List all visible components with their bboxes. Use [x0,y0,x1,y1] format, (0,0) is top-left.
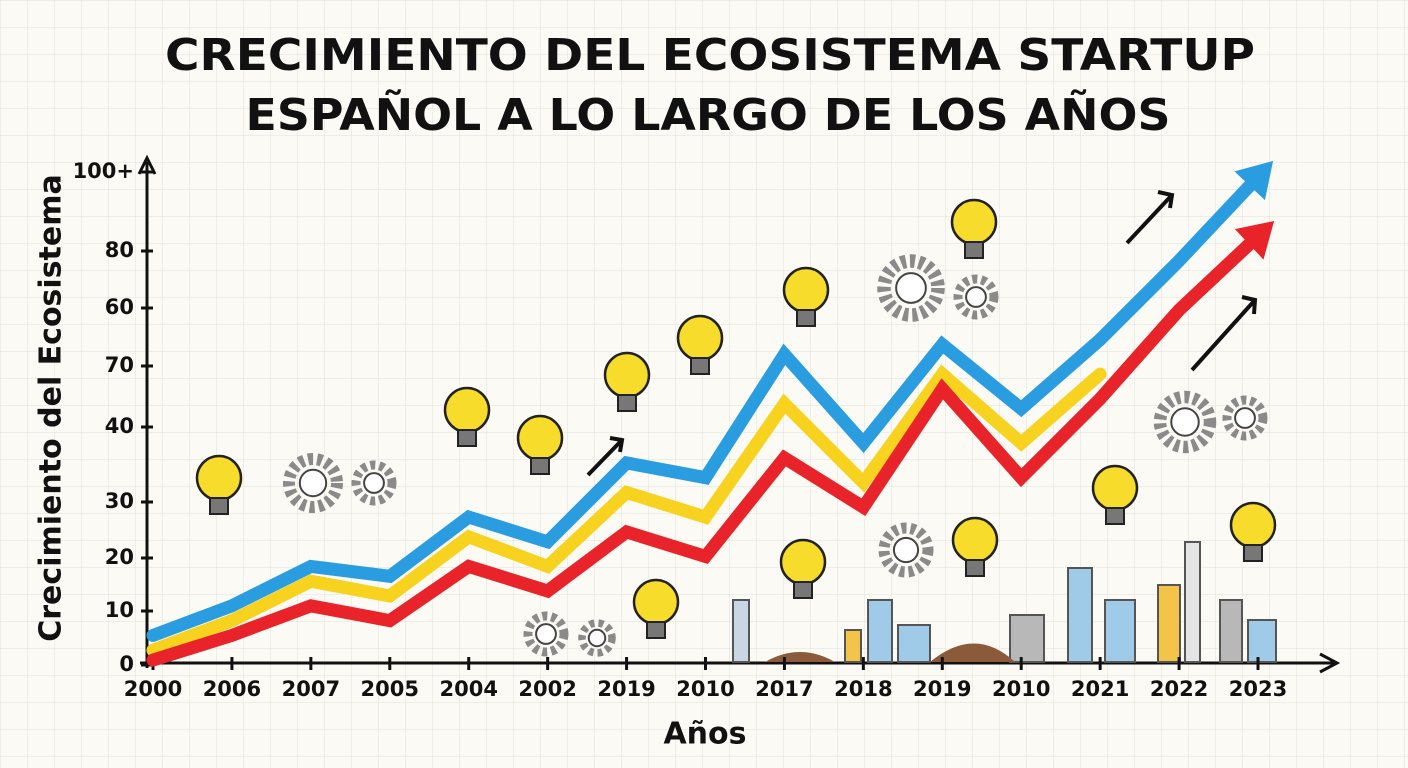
gear-hole [298,468,328,498]
x-tick-label: 2018 [834,677,892,701]
x-tick-label: 2021 [1071,677,1129,701]
bulb-base [646,621,666,639]
gear [1222,395,1268,441]
building [897,624,931,663]
x-tick-label: 2004 [439,677,497,701]
y-tick-label: 40 [105,414,134,438]
x-tick-label: 2002 [518,677,576,701]
x-axis-title: Años [663,717,746,752]
gear-hole [1170,407,1200,437]
building [1067,567,1093,663]
gear [878,522,934,578]
bulb-base [690,357,710,375]
bulb-base [964,241,984,259]
building [1009,614,1045,663]
gear [578,619,616,657]
bulb [950,198,998,246]
gear-hole [892,536,920,564]
bulb [676,314,724,362]
y-tick-label: 20 [105,545,134,569]
bulb [1091,464,1139,512]
building [732,599,750,663]
bulb [782,266,830,314]
arrow-head [1234,221,1275,260]
y-tick-label: 10 [105,598,134,622]
y-tick-label: 70 [105,353,134,377]
series-line [146,170,1265,642]
building [844,629,862,663]
x-axis-arrow [1319,652,1341,674]
gear-hole [363,472,385,494]
building [1104,599,1136,663]
building [1247,619,1277,663]
arrow-icon [586,436,625,477]
gear-hole [535,623,557,645]
gear [351,460,397,506]
bulb-base [457,429,477,447]
bulb-base [209,497,229,515]
bulb-base [617,394,637,412]
x-tick-label: 2019 [597,677,655,701]
x-tick-label: 2006 [203,677,261,701]
y-axis-arrow [137,154,157,175]
gear-hole [587,628,607,648]
bulb-base [530,457,550,475]
series-line [146,364,1107,657]
y-tick-label: 80 [105,238,134,262]
bulb [779,538,827,586]
bulb-base [1105,507,1125,525]
y-tick-label: 100+ [73,159,134,183]
x-tick-label: 2005 [361,677,419,701]
building [867,599,893,663]
x-tick-label: 2010 [676,677,734,701]
x-tick-label: 2017 [755,677,813,701]
bulb [516,414,564,462]
gear-hole [1234,407,1256,429]
y-tick-label: 60 [105,295,134,319]
x-tick-label: 2023 [1229,677,1287,701]
bulb [951,516,999,564]
bulb-base [965,559,985,577]
arrow-head [1234,160,1274,201]
bulb [632,578,680,626]
building [1184,541,1201,663]
decorations [137,154,1341,674]
gear [953,274,999,320]
arrow-icon [1190,295,1258,372]
series-line [146,229,1265,667]
gear [283,453,343,513]
bulb [195,454,243,502]
gear-hole [965,286,987,308]
arrow-icon [1125,190,1175,245]
x-tick-label: 2010 [992,677,1050,701]
y-axis-title: Crecimiento del Ecosistema [34,174,69,642]
gear [877,254,945,322]
soil [765,643,1015,662]
y-tick-label: 0 [119,652,134,676]
x-tick-label: 2000 [124,677,182,701]
x-tick-label: 2022 [1150,677,1208,701]
chart-title: ESPAÑOL A LO LARGO DE LOS AÑOS [246,88,1171,141]
bulb-base [1243,544,1263,562]
building [1157,584,1181,663]
bulb-base [796,309,816,327]
gear [1153,390,1217,454]
chart-title: CRECIMIENTO DEL ECOSISTEMA STARTUP [165,30,1255,81]
gear [523,611,569,657]
building [1219,599,1243,663]
bulb [1229,501,1277,549]
y-tick-label: 30 [105,489,134,513]
gear-hole [895,272,927,304]
x-tick-label: 2007 [282,677,340,701]
bulb [443,386,491,434]
x-tick-label: 2019 [913,677,971,701]
bulb-base [793,581,813,599]
bulb [603,351,651,399]
